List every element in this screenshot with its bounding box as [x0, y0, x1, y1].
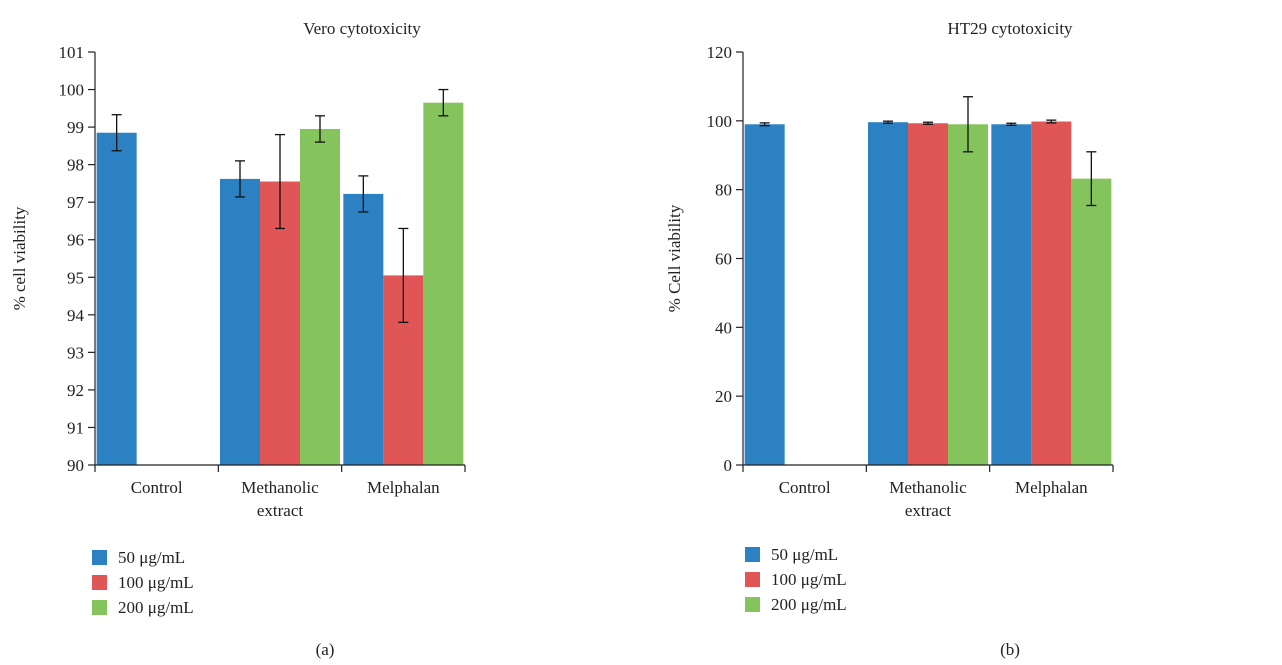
y-tick-label: 40 [715, 318, 732, 337]
y-axis-label: % cell viability [10, 206, 29, 310]
legend-label: 50 μg/mL [771, 545, 838, 564]
legend-swatch [745, 547, 760, 562]
x-tick-label: extract [257, 501, 304, 520]
chart-panel-b: HT29 cytotoxicity % Cell viability 0 20 40 60… [665, 19, 1114, 659]
x-tick-label: Control [131, 478, 183, 497]
y-tick-label: 120 [707, 43, 733, 62]
bar [744, 124, 785, 466]
x-tick-label: Melphalan [367, 478, 440, 497]
y-tick-label: 97 [67, 193, 85, 212]
y-tick-label: 100 [707, 112, 733, 131]
y-tick-label: 91 [67, 418, 84, 437]
legend-label: 100 μg/mL [771, 570, 847, 589]
y-tick-label: 100 [59, 81, 85, 100]
y-tick-label: 94 [67, 306, 85, 325]
bar [343, 193, 384, 465]
y-tick-label: 93 [67, 343, 84, 362]
y-axis-label: % Cell viability [665, 204, 684, 312]
y-tick-label: 96 [67, 231, 84, 250]
x-tick-label: Melphalan [1015, 478, 1088, 497]
y-tick-label: 92 [67, 381, 84, 400]
y-tick-label: 60 [715, 250, 732, 269]
legend-swatch [92, 600, 107, 615]
panel-label: (b) [1000, 640, 1020, 659]
legend-label: 200 μg/mL [771, 595, 847, 614]
bar [948, 124, 988, 466]
bar [96, 132, 137, 466]
legend-label: 50 μg/mL [118, 548, 185, 567]
x-tick-label: Methanolic [889, 478, 967, 497]
legend-swatch [92, 575, 107, 590]
x-tick-label: Methanolic [241, 478, 319, 497]
y-tick-label: 90 [67, 456, 84, 475]
y-tick-label: 0 [724, 456, 733, 475]
y-tick-label: 95 [67, 268, 84, 287]
x-tick-label: Control [779, 478, 831, 497]
bar [1071, 178, 1112, 466]
legend-swatch [92, 550, 107, 565]
y-tick-label: 101 [59, 43, 85, 62]
legend-swatch [745, 572, 760, 587]
y-tick-label: 80 [715, 181, 732, 200]
bar [991, 124, 1032, 466]
legend-swatch [745, 597, 760, 612]
legend-label: 100 μg/mL [118, 573, 194, 592]
chart-title: Vero cytotoxicity [303, 19, 421, 38]
bar [423, 102, 464, 465]
bar [1031, 121, 1072, 465]
x-tick-label: extract [905, 501, 952, 520]
chart-title: HT29 cytotoxicity [947, 19, 1073, 38]
bar [868, 122, 908, 466]
bar [300, 128, 340, 465]
y-tick-label: 99 [67, 118, 84, 137]
bar [908, 123, 948, 466]
legend: 50 μg/mL 100 μg/mL 200 μg/mL [92, 548, 194, 617]
legend: 50 μg/mL 100 μg/mL 200 μg/mL [745, 545, 847, 614]
bar [220, 178, 260, 466]
y-tick-label: 20 [715, 387, 732, 406]
legend-label: 200 μg/mL [118, 598, 194, 617]
panel-label: (a) [316, 640, 335, 659]
chart-panel-a: Vero cytotoxicity % cell viability 90 91 92 9… [10, 19, 466, 659]
y-tick-label: 98 [67, 156, 84, 175]
